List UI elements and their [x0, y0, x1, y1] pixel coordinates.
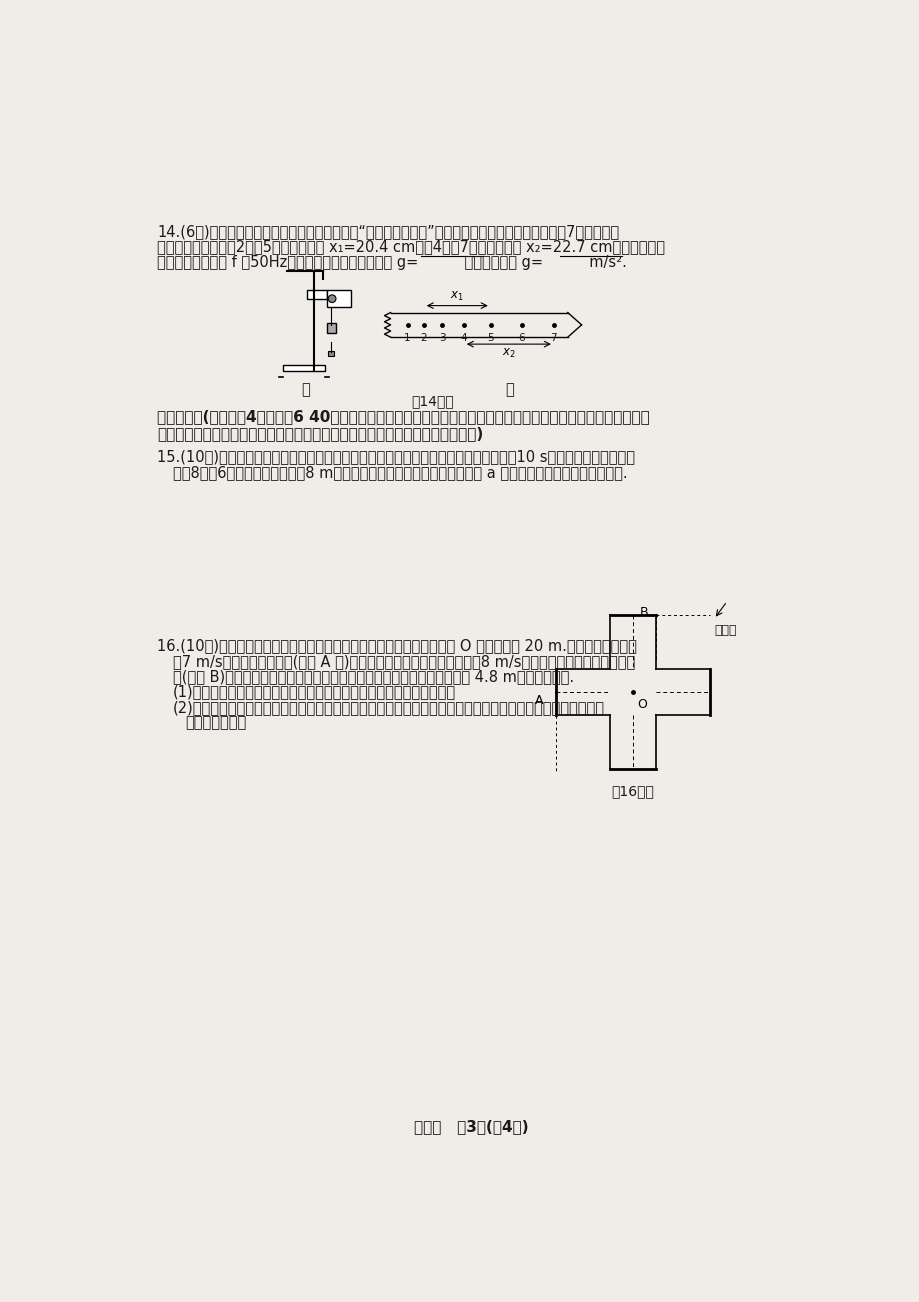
Text: 器所用电源的频率 f 为50Hz，则重力加速度的计算式为 g=          ，测量结果为 g=          m/s².: 器所用电源的频率 f 为50Hz，则重力加速度的计算式为 g= ，测量结果为 g…: [157, 255, 627, 270]
Text: $x_1$: $x_1$: [450, 290, 463, 303]
Text: 14.(6分)利用如图甲所示的装置，用自由落体做“测定重力加速度”的实验，在纸带上取得连续清晰的7个点，如图: 14.(6分)利用如图甲所示的装置，用自由落体做“测定重力加速度”的实验，在纸带…: [157, 224, 618, 240]
Text: 乙所示，并且测得第2到第5点间的距离为 x₁=20.4 cm，第4到第7点间的距离为 x₂=22.7 cm，设打点计时: 乙所示，并且测得第2到第5点间的距离为 x₁=20.4 cm，第4到第7点间的距…: [157, 240, 664, 254]
Text: (2)若轿车保持上述速度匀速运动，而助力车立即做匀加速直线运动，为避免发生相撞事故，助力车的加速度需: (2)若轿车保持上述速度匀速运动，而助力车立即做匀加速直线运动，为避免发生相撞事…: [173, 700, 604, 715]
Text: 线(图中 B)，设两车均沿道路中央做直线运动，助力车可视为质点，轿车长 4.8 m，宽度可不计.: 线(图中 B)，设两车均沿道路中央做直线运动，助力车可视为质点，轿车长 4.8 …: [173, 669, 573, 684]
Text: B: B: [640, 605, 648, 618]
Text: 乙: 乙: [505, 383, 514, 397]
Circle shape: [328, 294, 335, 302]
Text: 以7 m/s的速度到达停车线(图中 A 点)时，发现左前方道路一辆轿车正以8 m/s的速度驶来，车头已抗达停车: 以7 m/s的速度到达停车线(图中 A 点)时，发现左前方道路一辆轿车正以8 m…: [173, 654, 634, 669]
Text: 第二章   第3页(兲4页): 第二章 第3页(兲4页): [414, 1118, 528, 1134]
Text: 第14题图: 第14题图: [411, 395, 454, 408]
Bar: [326, 323, 335, 332]
Text: 满足什么条件？: 满足什么条件？: [185, 715, 246, 730]
Bar: [328, 352, 335, 355]
Text: A: A: [535, 694, 543, 707]
Text: 5: 5: [487, 332, 494, 342]
Text: 三、计算题(本大题关4小题，关6 40分，按题目要求作答，解答题应写出必要的文字说明、方程式和重要演算步骤，: 三、计算题(本大题关4小题，关6 40分，按题目要求作答，解答题应写出必要的文字…: [157, 410, 650, 424]
Text: 7: 7: [550, 332, 557, 342]
Text: 驶过8节和6节车厢，每节车厢长8 m，且连接处长度不计，求火车的加速度 a 和人开始计时时火车的速度大小.: 驶过8节和6节车厢，每节车厢长8 m，且连接处长度不计，求火车的加速度 a 和人…: [173, 465, 627, 480]
Text: O: O: [636, 698, 646, 711]
Text: 1: 1: [403, 332, 411, 342]
Bar: [282, 365, 324, 371]
Text: 2: 2: [420, 332, 426, 342]
Text: 3: 3: [438, 332, 445, 342]
Bar: [307, 290, 326, 299]
Text: 只写出最后答案的不能得分，有数值计算的题，答案中必须明确写出数值和单位): 只写出最后答案的不能得分，有数值计算的题，答案中必须明确写出数值和单位): [157, 427, 483, 441]
Text: 4: 4: [460, 332, 467, 342]
Text: 第16题图: 第16题图: [611, 785, 654, 798]
Text: $x_2$: $x_2$: [502, 346, 516, 359]
Text: 15.(10分)一列列车做匀变速直线运动驶来，一个人在站台上观察列车，发现相邻的两个10 s内，列车分别从他跟前: 15.(10分)一列列车做匀变速直线运动驶来，一个人在站台上观察列车，发现相邻的…: [157, 449, 635, 465]
Text: 甲: 甲: [301, 383, 310, 397]
Text: (1)请通过计算判断两车保持上述速度匀速运动，是否会发生相撞事故？: (1)请通过计算判断两车保持上述速度匀速运动，是否会发生相撞事故？: [173, 685, 456, 699]
Bar: [326, 290, 351, 307]
Text: 停车线: 停车线: [714, 625, 736, 638]
Text: 6: 6: [517, 332, 525, 342]
Text: 16.(10分)如图所示是一个十字路口的示意图，每条停车线到十字路中心 O 的距离均为 20 m.一人骑电动助力车: 16.(10分)如图所示是一个十字路口的示意图，每条停车线到十字路中心 O 的距…: [157, 638, 637, 654]
